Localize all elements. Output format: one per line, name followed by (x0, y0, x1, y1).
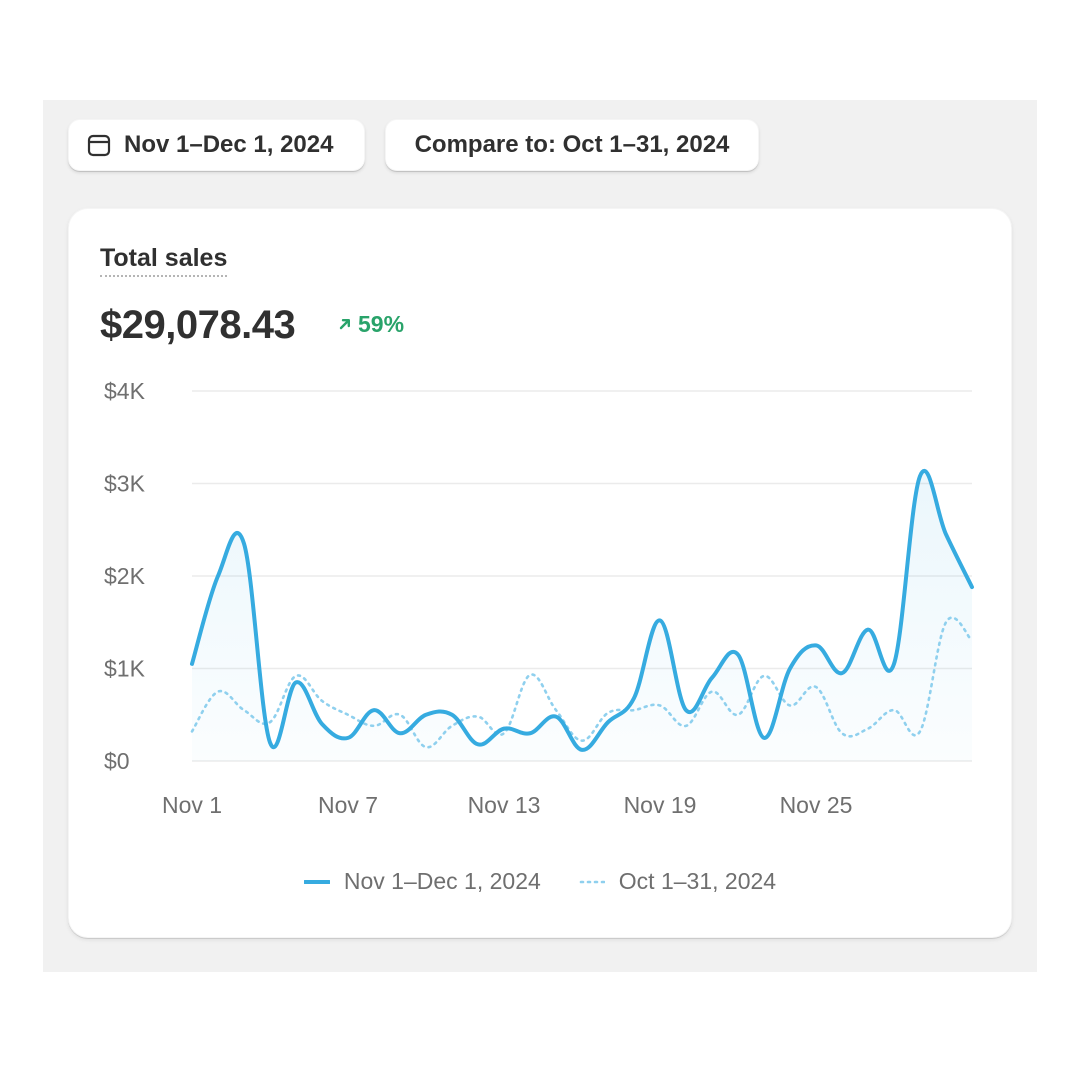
data-point-primary[interactable] (862, 624, 874, 636)
data-point-primary[interactable] (888, 658, 900, 670)
data-point-primary[interactable] (524, 727, 536, 739)
x-tick-label: Nov 7 (318, 792, 378, 818)
arrow-up-right-icon (339, 319, 350, 330)
y-tick-label: $3K (104, 471, 146, 497)
data-point-primary[interactable] (966, 581, 978, 593)
data-point-compare[interactable] (836, 727, 848, 739)
data-point-primary[interactable] (940, 528, 952, 540)
data-point-compare[interactable] (550, 704, 562, 716)
data-point-compare[interactable] (784, 700, 796, 712)
data-point-compare[interactable] (186, 725, 198, 737)
legend-label-primary: Nov 1–Dec 1, 2024 (343, 868, 541, 894)
series-line-primary (190, 469, 974, 752)
data-point-compare[interactable] (290, 670, 302, 682)
change-badge: 59% (338, 310, 404, 338)
legend-label-compare: Oct 1–31, 2024 (618, 868, 777, 894)
data-point-compare[interactable] (732, 709, 744, 721)
sales-line-chart: $0 $1K $2K $3K $4K Nov 1 Nov 7 Nov 13 Nov 19 Nov… (104, 378, 978, 818)
data-point-compare[interactable] (498, 727, 510, 739)
total-sales-card: Total sales $29,078.43 59% $0 $1K $2K $3K $4… (68, 208, 1012, 938)
data-point-compare[interactable] (758, 670, 770, 682)
change-percent: 59% (358, 311, 405, 337)
data-point-primary[interactable] (420, 709, 432, 721)
data-point-compare[interactable] (940, 616, 952, 628)
data-point-compare[interactable] (472, 711, 484, 723)
data-point-primary[interactable] (472, 738, 484, 750)
data-point-compare[interactable] (628, 704, 640, 716)
data-point-primary[interactable] (212, 570, 224, 582)
y-tick-label: $2K (104, 563, 146, 589)
data-point-compare[interactable] (810, 681, 822, 693)
data-point-compare[interactable] (680, 720, 692, 732)
data-point-primary[interactable] (732, 649, 744, 661)
data-point-compare[interactable] (446, 720, 458, 732)
calendar-icon (86, 132, 112, 158)
compare-period-label: Compare to: Oct 1–31, 2024 (414, 131, 730, 158)
data-point-primary[interactable] (186, 658, 198, 670)
x-tick-label: Nov 1 (162, 792, 222, 818)
data-point-compare[interactable] (394, 709, 406, 721)
data-point-primary[interactable] (914, 470, 926, 482)
data-point-compare[interactable] (888, 704, 900, 716)
data-point-primary[interactable] (316, 718, 328, 730)
legend-dotted-swatch (579, 880, 605, 883)
legend-solid-swatch (303, 879, 330, 884)
date-range-picker-button[interactable]: Nov 1–Dec 1, 2024 (68, 119, 365, 171)
data-point-primary[interactable] (628, 692, 640, 704)
data-point-primary[interactable] (238, 538, 250, 550)
y-tick-label: $1K (104, 656, 146, 682)
data-point-primary[interactable] (680, 704, 692, 716)
data-point-compare[interactable] (654, 700, 666, 712)
data-point-compare[interactable] (420, 741, 432, 753)
legend-item-primary[interactable]: Nov 1–Dec 1, 2024 (303, 868, 541, 895)
data-point-compare[interactable] (966, 635, 978, 647)
data-point-primary[interactable] (368, 704, 380, 716)
primary-series-area (192, 470, 972, 761)
x-tick-label: Nov 19 (624, 792, 697, 818)
data-point-primary[interactable] (784, 663, 796, 675)
data-point-compare[interactable] (524, 669, 536, 681)
data-point-compare[interactable] (576, 735, 588, 747)
data-point-compare[interactable] (316, 695, 328, 707)
x-tick-label: Nov 25 (780, 792, 853, 818)
legend-item-compare[interactable]: Oct 1–31, 2024 (579, 868, 776, 895)
data-point-primary[interactable] (758, 732, 770, 744)
data-point-compare[interactable] (342, 709, 354, 721)
series-line-compare (190, 616, 974, 749)
data-point-compare[interactable] (862, 723, 874, 735)
data-point-primary[interactable] (446, 709, 458, 721)
data-point-compare[interactable] (602, 707, 614, 719)
data-point-primary[interactable] (654, 614, 666, 626)
date-range-label: Nov 1–Dec 1, 2024 (124, 131, 334, 158)
data-point-primary[interactable] (836, 667, 848, 679)
x-tick-label: Nov 13 (468, 792, 541, 818)
data-point-primary[interactable] (342, 732, 354, 744)
chart-legend: Nov 1–Dec 1, 2024 Oct 1–31, 2024 (68, 868, 1012, 895)
data-point-primary[interactable] (394, 727, 406, 739)
y-tick-label: $0 (104, 748, 130, 774)
y-tick-label: $4K (104, 378, 146, 404)
data-point-primary[interactable] (810, 639, 822, 651)
report-panel: Nov 1–Dec 1, 2024 Compare to: Oct 1–31, … (43, 100, 1037, 972)
compare-period-button[interactable]: Compare to: Oct 1–31, 2024 (385, 119, 759, 171)
data-point-compare[interactable] (914, 725, 926, 737)
data-point-compare[interactable] (368, 720, 380, 732)
data-point-compare[interactable] (212, 686, 224, 698)
data-point-compare[interactable] (706, 686, 718, 698)
data-point-primary[interactable] (706, 672, 718, 684)
metric-value: $29,078.43 (100, 303, 296, 347)
data-point-compare[interactable] (264, 716, 276, 728)
data-point-compare[interactable] (238, 704, 250, 716)
data-point-primary[interactable] (264, 737, 276, 749)
metric-title[interactable]: Total sales (100, 244, 228, 277)
